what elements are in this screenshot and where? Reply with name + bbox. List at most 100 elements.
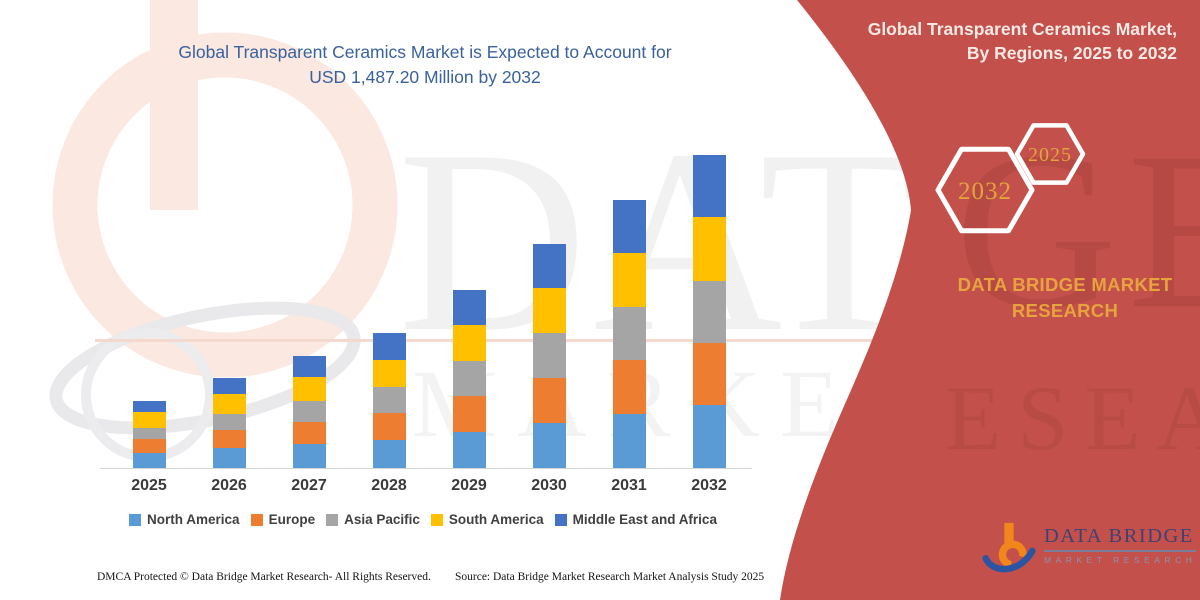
side-panel-brand-text: DATA BRIDGE MARKET RESEARCH: [957, 274, 1173, 321]
legend-item: North America: [129, 512, 240, 527]
chart-title-line2: USD 1,487.20 Million by 2032: [309, 67, 541, 87]
x-axis-label: 2031: [611, 477, 647, 494]
x-axis-labels: 2025 2026 2027 2028 2029 2030 2031 2032: [116, 477, 742, 495]
bar-segment-europe: [612, 360, 646, 414]
bar-segment-europe: [292, 421, 326, 445]
bar-stack-2028: [372, 333, 406, 468]
bar-segment-asia-pacific: [132, 427, 166, 439]
legend-swatch: [326, 513, 339, 526]
bar-segment-middle-east-and-africa: [532, 244, 566, 289]
bar-segment-south-america: [612, 252, 646, 307]
bar-segment-europe: [132, 438, 166, 453]
bar-segment-europe: [372, 413, 406, 441]
x-axis-label: 2029: [451, 477, 487, 494]
bar-segment-south-america: [292, 376, 326, 401]
bar-stack-2032: [692, 155, 726, 468]
bar-segment-asia-pacific: [212, 413, 246, 430]
bar-segment-asia-pacific: [692, 280, 726, 343]
bar-stack-2030: [532, 244, 566, 468]
bar-column: [516, 244, 582, 468]
x-axis-label: 2030: [531, 477, 567, 494]
side-panel-heading-line2: By Regions, 2025 to 2032: [966, 43, 1177, 63]
hexagon-badges: 2032 2025: [935, 123, 1086, 234]
x-axis-label: 2025: [131, 477, 167, 494]
footer-source: Source: Data Bridge Market Research Mark…: [455, 571, 765, 583]
bar-column: [116, 401, 182, 468]
hexagon-2025-label: 2025: [1028, 144, 1072, 166]
legend-item: Middle East and Africa: [554, 512, 717, 527]
legend-item: South America: [430, 512, 544, 527]
legend-label: Asia Pacific: [344, 512, 420, 527]
bar-segment-north-america: [612, 413, 646, 468]
bar-stack-2025: [132, 401, 166, 468]
side-panel-shape: [780, 0, 1200, 600]
bar-segment-asia-pacific: [532, 333, 566, 378]
footer-dmca: DMCA Protected © Data Bridge Market Rese…: [97, 571, 431, 583]
bar-segment-middle-east-and-africa: [612, 199, 646, 253]
bar-stack-2029: [452, 290, 486, 468]
bar-column: [596, 199, 662, 468]
bar-segment-north-america: [532, 422, 566, 468]
legend-swatch: [430, 513, 443, 526]
bar-segment-north-america: [372, 440, 406, 468]
chart-title-line1: Global Transparent Ceramics Market is Ex…: [178, 42, 672, 62]
bar-segment-north-america: [452, 431, 486, 468]
bar-segment-asia-pacific: [292, 400, 326, 422]
bar-segment-south-america: [452, 324, 486, 361]
bar-stack-2026: [212, 378, 246, 468]
logo-tagline: MARKET RESEARCH: [1044, 555, 1197, 565]
bar-column: [356, 333, 422, 468]
legend-label: Middle East and Africa: [572, 512, 717, 527]
bar-segment-middle-east-and-africa: [372, 333, 406, 360]
x-axis-label: 2027: [291, 477, 327, 494]
bar-segment-europe: [452, 396, 486, 432]
bar-segment-north-america: [132, 452, 166, 468]
bar-segment-europe: [212, 429, 246, 449]
bar-segment-north-america: [212, 448, 246, 468]
bar-column: [436, 290, 502, 468]
watermark-underline: [95, 339, 1200, 342]
data-bridge-logo: DATA BRIDGE MARKET RESEARCH: [981, 519, 1197, 579]
side-panel-heading-line1: Global Transparent Ceramics Market,: [867, 19, 1177, 39]
hexagon-2032: [935, 146, 1035, 234]
legend-swatch: [554, 513, 567, 526]
bar-segment-south-america: [692, 217, 726, 281]
x-axis-line: [100, 468, 752, 469]
bar-segment-south-america: [532, 288, 566, 334]
bar-segment-asia-pacific: [452, 360, 486, 397]
bar-segment-south-america: [132, 411, 166, 428]
bar-stack-2027: [292, 356, 326, 468]
bar-segment-south-america: [372, 359, 406, 388]
legend-label: South America: [448, 512, 544, 527]
x-axis-label: 2028: [371, 477, 407, 494]
plot-area: [116, 128, 742, 468]
bar-column: [676, 155, 742, 468]
logo-name: DATA BRIDGE: [1044, 525, 1197, 552]
legend-item: Europe: [250, 512, 316, 527]
bar-segment-south-america: [212, 393, 246, 414]
hexagon-2032-label: 2032: [958, 178, 1012, 205]
bar-segment-europe: [692, 342, 726, 405]
bar-segment-europe: [532, 377, 566, 423]
bar-segment-middle-east-and-africa: [212, 378, 246, 394]
legend: North America Europe Asia Pacific South Ame…: [95, 512, 751, 527]
bar-segment-north-america: [692, 404, 726, 468]
bar-column: [196, 378, 262, 468]
hexagon-2025: [1014, 123, 1086, 185]
legend-label: Europe: [268, 512, 316, 527]
bar-segment-north-america: [292, 444, 326, 468]
x-axis-label: 2026: [211, 477, 247, 494]
bar-segment-middle-east-and-africa: [132, 401, 166, 412]
legend-item: Asia Pacific: [326, 512, 420, 527]
x-axis-label: 2032: [691, 477, 727, 494]
bar-segment-middle-east-and-africa: [692, 155, 726, 218]
data-bridge-logo-icon: [982, 522, 1036, 573]
legend-swatch: [250, 513, 263, 526]
legend-label: North America: [147, 512, 240, 527]
bar-segment-middle-east-and-africa: [292, 356, 326, 377]
bar-segment-middle-east-and-africa: [452, 290, 486, 325]
bar-stack-2031: [612, 199, 646, 468]
watermark-red-fragment-2: ESEARCH: [945, 367, 1200, 469]
chart-title: Global Transparent Ceramics Market is Ex…: [100, 40, 750, 90]
